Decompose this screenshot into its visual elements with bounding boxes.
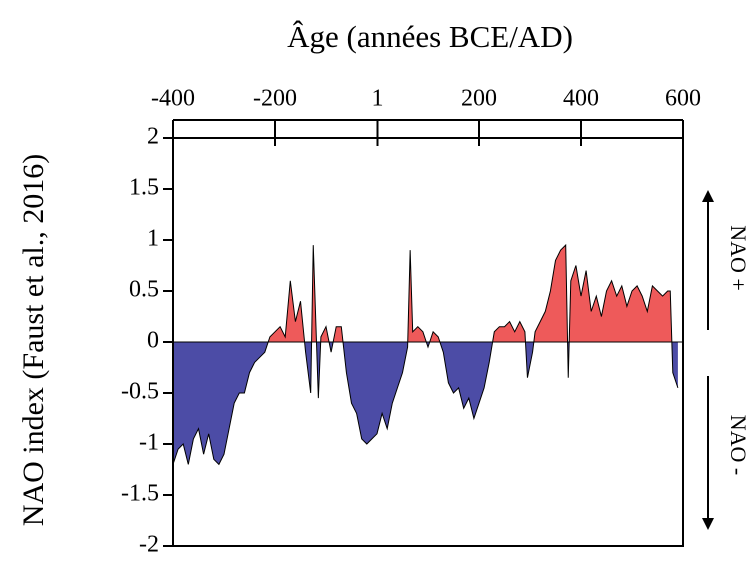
y-tick-label: 1.5 <box>129 175 159 201</box>
annotation: NAO + <box>726 225 751 291</box>
y-tick-label: -2 <box>139 532 159 558</box>
y-tick-label: 1 <box>147 226 159 252</box>
y-tick-label: 0.5 <box>129 277 159 303</box>
positive-area <box>173 245 678 342</box>
series-line <box>172 243 679 466</box>
x-tick-label: 200 <box>461 86 497 112</box>
chart-title: Âge (années BCE/AD) <box>287 19 573 54</box>
y-tick-label: 0 <box>147 328 159 354</box>
y-tick-label: -1.5 <box>121 481 159 507</box>
x-tick-label: 1 <box>372 86 384 112</box>
annotation: NAO - <box>726 415 751 476</box>
y-axis-label: NAO index (Faust et al., 2016) <box>17 154 50 526</box>
y-tick-label: -1 <box>139 430 159 456</box>
negative-area <box>173 342 678 465</box>
x-tick-label: 600 <box>665 86 701 112</box>
x-tick-label: -200 <box>253 86 297 112</box>
y-tick-label: -0.5 <box>121 379 159 405</box>
x-tick-label: -400 <box>151 86 195 112</box>
x-tick-label: 400 <box>563 86 599 112</box>
y-tick-label: 2 <box>147 124 159 150</box>
